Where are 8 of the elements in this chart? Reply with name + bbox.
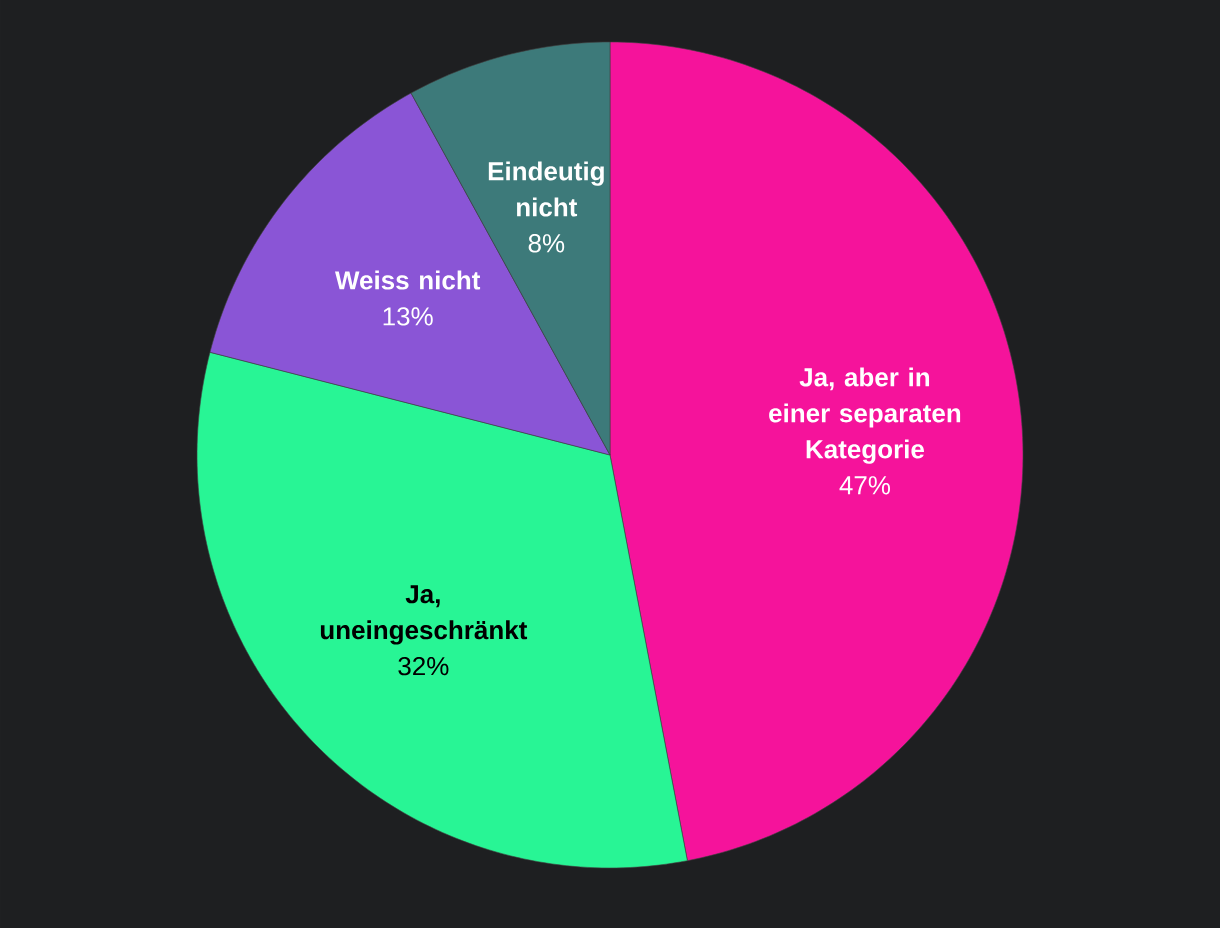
data-label: 8%: [528, 234, 565, 253]
slice-label: Weiss nicht: [334, 270, 481, 290]
data-label: 47%: [839, 476, 891, 495]
data-label: 13%: [383, 307, 433, 326]
slice-label: Eindeutig nicht: [488, 161, 604, 217]
slice-label: Ja, uneingeschränkt: [320, 585, 528, 645]
slice-label: Ja, aber in einer separaten Kategorie: [769, 367, 961, 464]
data-label: 32%: [398, 656, 449, 676]
